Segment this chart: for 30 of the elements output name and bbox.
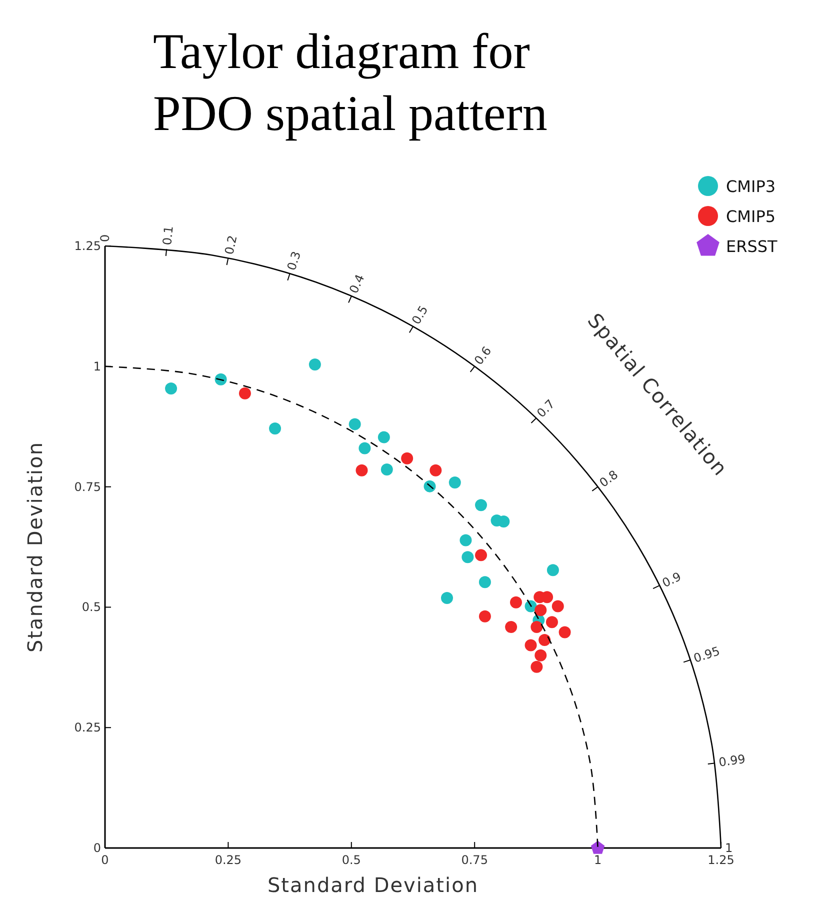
annotation: 0.4 bbox=[346, 272, 368, 296]
annotation: 0.95 bbox=[692, 644, 722, 666]
x-tick-label: 0.75 bbox=[461, 853, 488, 867]
legend-label: CMIP3 bbox=[726, 177, 776, 196]
y-tick-label: 0.5 bbox=[82, 600, 101, 614]
y-tick-label: 1 bbox=[93, 359, 101, 374]
chart-title: Taylor diagram for PDO spatial pattern bbox=[153, 23, 548, 141]
annotation: 0.5 bbox=[409, 303, 431, 327]
annotation: 0.8 bbox=[596, 468, 621, 490]
text: 0 bbox=[98, 234, 112, 242]
text: 1 bbox=[725, 841, 733, 855]
x-tick-label: 0.25 bbox=[214, 853, 242, 867]
legend-label: ERSST bbox=[726, 237, 778, 256]
x-tick-label: 0.5 bbox=[342, 853, 361, 867]
y-axis-title: Standard Deviation bbox=[23, 441, 47, 653]
y-tick-label: 1.25 bbox=[74, 239, 101, 253]
x-tick-label: 1.25 bbox=[708, 853, 734, 867]
y-tick-label: 0 bbox=[93, 841, 101, 855]
text: 0.1 bbox=[160, 225, 176, 246]
annotation: 0.6 bbox=[471, 344, 494, 368]
y-tick-label: 0.75 bbox=[74, 480, 101, 494]
x-axis-title: Standard Deviation bbox=[267, 873, 479, 897]
annotation: 0.7 bbox=[534, 396, 558, 420]
annotation: 0.2 bbox=[222, 234, 240, 256]
legend-label: CMIP5 bbox=[726, 207, 776, 226]
annotation: 0.9 bbox=[660, 569, 684, 590]
annotation: 0.99 bbox=[718, 752, 746, 770]
x-tick-label: 1 bbox=[594, 853, 602, 867]
annotation: 0.3 bbox=[284, 250, 304, 272]
y-tick-label: 0.25 bbox=[74, 720, 101, 735]
